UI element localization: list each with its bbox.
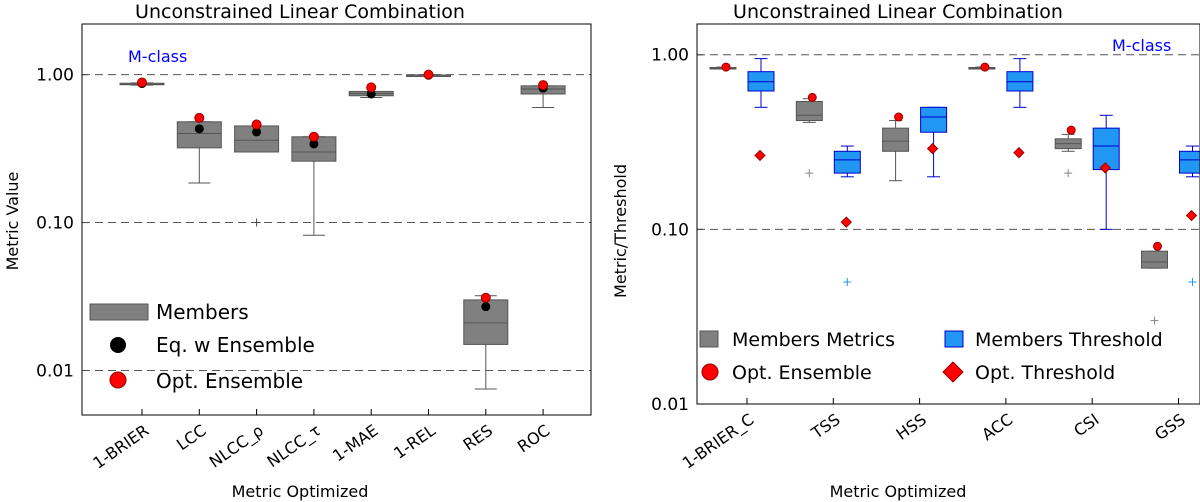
left-ylabel: Metric Value — [3, 172, 22, 271]
left-xtick-label: 1-BRIER — [89, 421, 152, 473]
left-eq-ensemble-point — [309, 139, 319, 149]
left-legend: Members Eq. w Ensemble Opt. Ensemble — [89, 300, 315, 393]
right-boxes — [709, 58, 1200, 325]
left-gridlines — [82, 74, 591, 371]
left-xtick-label: NLCC_τ — [263, 421, 324, 472]
left-ytick-label: 0.01 — [36, 361, 74, 381]
right-opt-threshold-point — [926, 142, 939, 155]
legend-members-label: Members — [156, 300, 249, 324]
left-mclass-annotation: M-class — [128, 47, 187, 66]
left-eq-ensemble-point — [481, 302, 491, 312]
right-member-metric-box — [795, 100, 823, 122]
left-ytick-label: 1.00 — [36, 66, 74, 86]
left-y-ticks: 0.01 0.10 1.00 — [36, 66, 88, 381]
left-member-flier — [252, 218, 261, 227]
right-member-threshold-box — [833, 150, 861, 174]
right-opt-threshold-point — [1013, 146, 1025, 159]
left-opt-ensemble-point — [423, 69, 434, 80]
left-opt-ensemble-point — [194, 112, 205, 123]
legend-eq-ensemble-marker — [110, 337, 126, 353]
right-opt-threshold-point — [840, 216, 853, 228]
right-opt-ensemble-point — [721, 62, 731, 72]
legend-opt-threshold-label: Opt. Threshold — [975, 362, 1115, 384]
left-xlabel: Metric Optimized — [232, 482, 369, 501]
right-member-metric-flier — [1150, 316, 1159, 325]
right-opt-threshold-point — [754, 149, 766, 162]
right-x-ticks: 1-BRIER_C TSS HSS ACC CSI GSS — [679, 398, 1189, 473]
right-opt-ensemble-point — [894, 112, 904, 122]
legend-opt-ensemble-marker — [109, 371, 127, 389]
right-member-metric-flier — [805, 169, 814, 178]
left-xtick-label: RES — [459, 421, 496, 455]
right-opt-ensemble-point — [1153, 241, 1162, 251]
left-member-box — [291, 136, 337, 162]
legend-members-metrics-swatch — [699, 330, 719, 348]
right-xtick-label: 1-BRIER_C — [679, 410, 758, 474]
left-xtick-label: LCC — [173, 421, 210, 454]
legend-members-threshold-swatch — [944, 330, 964, 348]
right-xtick-label: ACC — [978, 410, 1016, 445]
legend-members-threshold-label: Members Threshold — [975, 329, 1163, 351]
right-opt-threshold-point — [1185, 209, 1198, 222]
left-eq-ensemble-point — [252, 127, 262, 137]
left-boxes — [119, 69, 566, 390]
right-xlabel: Metric Optimized — [830, 482, 967, 501]
left-xtick-label: NLCC_ρ — [206, 421, 268, 473]
right-xtick-label: CSI — [1070, 410, 1102, 441]
legend-opt-ensemble-marker — [701, 363, 719, 381]
legend-members-metrics-label: Members Metrics — [732, 329, 895, 351]
legend-opt-ensemble-label: Opt. Ensemble — [156, 369, 303, 393]
right-xtick-label: HSS — [893, 410, 930, 444]
right-chart: Unconstrained Linear Combination Metric … — [611, 1, 1200, 501]
right-member-threshold-flier — [843, 277, 852, 286]
right-member-threshold-box — [1092, 127, 1120, 171]
right-ylabel: Metric/Threshold — [611, 164, 630, 298]
left-title: Unconstrained Linear Combination — [135, 1, 465, 23]
right-ytick-label: 0.01 — [651, 395, 689, 415]
right-plot-frame — [696, 23, 1200, 405]
left-member-box — [176, 121, 222, 149]
right-member-metric-box — [882, 127, 910, 152]
left-opt-ensemble-point — [251, 119, 262, 130]
right-opt-threshold-point — [1099, 162, 1111, 174]
legend-members-swatch — [89, 303, 149, 321]
legend-opt-ensemble-label: Opt. Ensemble — [732, 362, 872, 384]
right-member-threshold-flier — [1188, 277, 1197, 286]
left-xtick-label: 1-MAE — [329, 421, 382, 466]
left-ytick-label: 0.10 — [36, 214, 74, 234]
legend-opt-threshold-marker — [942, 361, 964, 383]
right-member-threshold-box — [920, 106, 948, 133]
right-xtick-label: GSS — [1151, 410, 1189, 444]
left-xtick-label: 1-REL — [390, 421, 439, 463]
right-opt-ensemble-point — [807, 92, 817, 102]
right-member-metric-box — [1141, 250, 1168, 269]
left-opt-ensemble-point — [480, 292, 491, 303]
left-opt-ensemble-point — [308, 131, 319, 142]
right-member-threshold-box — [1179, 150, 1200, 174]
left-plot-frame — [81, 23, 592, 416]
right-title: Unconstrained Linear Combination — [733, 1, 1063, 23]
right-opt-ensemble-point — [980, 62, 990, 72]
left-opt-ensemble-point — [366, 82, 377, 93]
left-xtick-label: ROC — [514, 421, 553, 457]
left-opt-ensemble-point — [137, 77, 147, 88]
right-y-ticks: 0.01 0.10 1.00 — [651, 46, 703, 415]
left-eq-ensemble-point — [194, 124, 204, 134]
left-opt-ensemble-point — [538, 80, 549, 91]
legend-eq-ensemble-label: Eq. w Ensemble — [156, 333, 315, 357]
right-mclass-annotation: M-class — [1112, 36, 1171, 55]
right-xtick-label: TSS — [807, 410, 843, 443]
right-legend: Members Metrics Members Threshold Opt. E… — [699, 329, 1163, 384]
right-member-metric-flier — [1064, 169, 1073, 178]
right-ytick-label: 1.00 — [651, 46, 689, 66]
right-gridlines — [697, 54, 1200, 230]
right-opt-ensemble-point — [1066, 125, 1076, 135]
right-ytick-label: 0.10 — [651, 220, 689, 240]
left-chart: Unconstrained Linear Combination Metric … — [3, 1, 592, 501]
